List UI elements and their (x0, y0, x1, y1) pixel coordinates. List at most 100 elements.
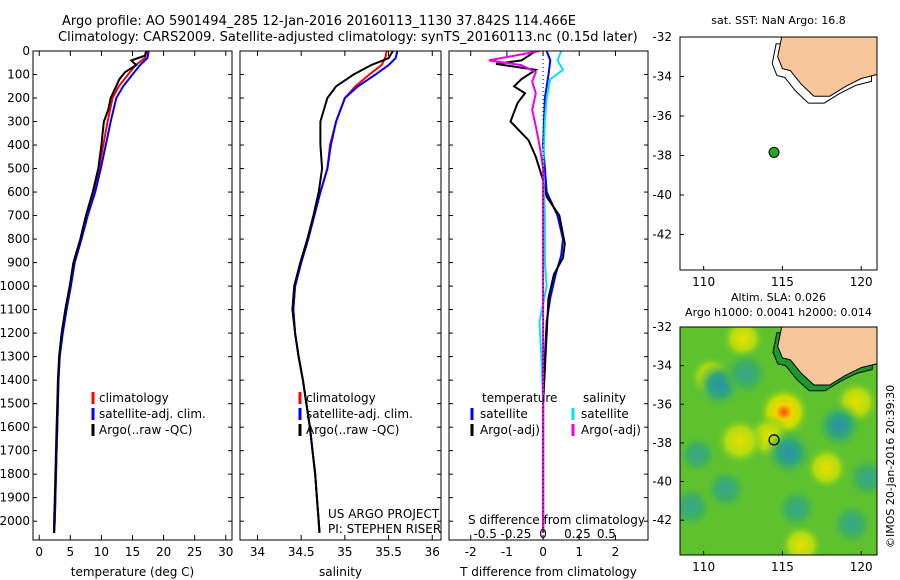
y-tick-label: 1200 (0, 326, 30, 340)
x-tick-label: 36 (425, 545, 440, 559)
sla-anomaly-blob (814, 401, 864, 450)
sla-anomaly-blob (722, 349, 770, 397)
y-tick-label: 1000 (0, 279, 30, 293)
project-label: US ARGO PROJECT (328, 507, 440, 521)
top-tick-label: -0.25 (500, 527, 531, 541)
y-tick-label: 500 (7, 162, 30, 176)
map-y-tick-label: -32 (652, 30, 672, 44)
difference-series (488, 51, 566, 533)
y-tick-label: 800 (7, 232, 30, 246)
series-satellite-adj-clim- (292, 51, 399, 533)
land-mass (777, 327, 877, 386)
series-argo-raw-qc- (291, 51, 394, 533)
sst-map: 110 115 120 -32 -34 -36 -38 -40 -42 sat. SST: NaN… (652, 14, 878, 289)
sla-title-line-2: Argo h1000: 0.0041 h2000: 0.014 (685, 306, 872, 319)
x-tick-label: 1 (575, 545, 583, 559)
map-x-tick-label: 115 (771, 560, 794, 574)
x-tick-label: 10 (94, 545, 109, 559)
y-tick-label: 600 (7, 185, 30, 199)
map-y-tick-label: -40 (652, 475, 672, 489)
y-tick-label: 900 (7, 256, 30, 270)
series-climatology (292, 51, 388, 533)
x-tick-label: -1 (501, 545, 513, 559)
y-tick-label: 300 (7, 115, 30, 129)
y-tick-label: 1700 (0, 444, 30, 458)
map-y-tick-label: -42 (652, 227, 672, 241)
x-tick-label: 15 (125, 545, 140, 559)
sla-anomaly-blob (763, 427, 814, 478)
salinity-frame (239, 50, 442, 541)
y-tick-label: 1500 (0, 397, 30, 411)
map-y-tick-label: -36 (652, 397, 672, 411)
map-x-tick-label: 120 (850, 560, 873, 574)
x-tick-label: 30 (218, 545, 233, 559)
map-frame (679, 36, 878, 271)
legend-label: Argo(..raw -QC) (99, 423, 192, 437)
top-tick-label: -0.5 (473, 527, 496, 541)
argo-float-marker (768, 146, 780, 158)
map-x-tick-label: 110 (692, 275, 715, 289)
legend-label: satellite (581, 407, 629, 421)
pi-label: PI: STEPHEN RISER (328, 522, 441, 536)
panel-difference: -2 -1 0 1 2 T difference from climatology -0.5… (448, 50, 649, 579)
difference-title: S difference from climatology (468, 513, 645, 527)
legend-label: satellite-adj. clim. (99, 407, 206, 421)
y-tick-label: 2000 (0, 514, 30, 528)
map-y-tick-label: -42 (652, 513, 672, 527)
y-tick-label: 1900 (0, 491, 30, 505)
legend-header-salinity: salinity (583, 391, 626, 405)
x-tick-label: 35.5 (375, 545, 402, 559)
x-tick-label: 5 (66, 545, 74, 559)
y-tick-label: 1300 (0, 350, 30, 364)
sst-map-title: sat. SST: NaN Argo: 16.8 (711, 14, 845, 27)
sla-anomaly-blob (804, 446, 849, 491)
sla-anomaly-blob (779, 523, 823, 555)
y-tick-label: 100 (7, 68, 30, 82)
legend-header-temperature: temperature (482, 391, 557, 405)
series-t-argo-adj- (495, 51, 566, 533)
temperature-frame (32, 50, 233, 541)
y-tick-label: 1400 (0, 373, 30, 387)
x-tick-label: -2 (465, 545, 477, 559)
sla-anomaly-blob (829, 501, 875, 547)
top-tick-label: 0.5 (597, 527, 616, 541)
y-tick-label: 400 (7, 138, 30, 152)
salinity-series (291, 51, 399, 533)
x-tick-label: 0 (539, 545, 547, 559)
sla-anomaly-blob (703, 467, 748, 512)
map-y-tick-label: -40 (652, 188, 672, 202)
land-mass (777, 37, 877, 97)
map-y-tick-label: -34 (652, 69, 672, 83)
title-line-1: Argo profile: AO 5901494_285 12-Jan-2016… (62, 14, 576, 29)
sla-anomaly-blob (715, 416, 765, 466)
sla-anomaly-blob (680, 433, 719, 476)
x-tick-label: 34.5 (288, 545, 315, 559)
temperature-series (53, 51, 150, 533)
sla-map: 110 115 120 -32 -34 -36 -38 -40 -42 Altim. SLA: 0… (652, 291, 878, 574)
temperature-xlabel: temperature (deg C) (71, 565, 194, 579)
legend-label: Argo(..raw -QC) (306, 423, 399, 437)
map-x-tick-label: 120 (850, 275, 873, 289)
y-tick-label: 1800 (0, 467, 30, 481)
y-tick-label: 700 (7, 209, 30, 223)
sla-anomaly-blob (845, 455, 877, 500)
panel-salinity: 34 34.5 35 35.5 36 salinity climatology satelli… (239, 50, 442, 579)
sla-title-line-1: Altim. SLA: 0.026 (731, 291, 826, 304)
difference-xlabel: T difference from climatology (459, 565, 637, 579)
map-y-tick-label: -36 (652, 109, 672, 123)
legend-label: Argo(-adj) (581, 423, 641, 437)
argo-float-marker (768, 434, 780, 446)
map-y-tick-label: -38 (652, 436, 672, 450)
y-tick-label: 0 (22, 44, 30, 58)
map-frame (679, 326, 878, 556)
legend-label: climatology (99, 391, 169, 405)
x-tick-label: 0 (35, 545, 43, 559)
series-argo-raw-qc- (53, 51, 148, 533)
map-x-tick-label: 110 (692, 560, 715, 574)
y-tick-label: 1100 (0, 303, 30, 317)
map-y-tick-label: -34 (652, 359, 672, 373)
map-y-tick-label: -38 (652, 148, 672, 162)
x-tick-label: 2 (612, 545, 620, 559)
x-tick-label: 25 (187, 545, 202, 559)
